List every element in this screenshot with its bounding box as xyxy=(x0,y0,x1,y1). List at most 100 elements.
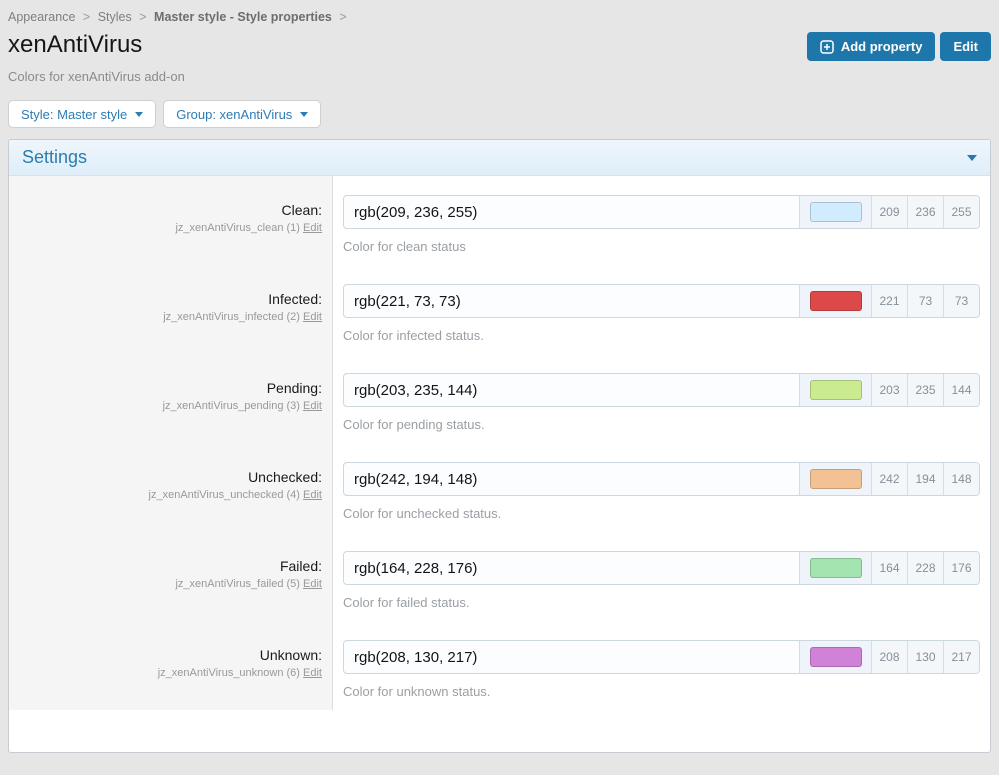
color-blue-value: 176 xyxy=(943,552,979,584)
property-meta: jz_xenAntiVirus_clean (1) Edit xyxy=(9,222,322,234)
color-green-value: 236 xyxy=(907,196,943,228)
page-subtitle: Colors for xenAntiVirus add-on xyxy=(8,69,185,84)
color-blue-value: 73 xyxy=(943,285,979,317)
property-label-cell: Clean: jz_xenAntiVirus_clean (1) Edit xyxy=(9,176,333,265)
color-red-value: 221 xyxy=(871,285,907,317)
color-value-input[interactable] xyxy=(344,552,799,584)
settings-panel-title: Settings xyxy=(22,147,88,167)
color-swatch[interactable] xyxy=(809,647,862,667)
chevron-down-icon xyxy=(300,111,309,117)
property-id: jz_xenAntiVirus_unknown (6) xyxy=(157,667,300,679)
property-edit-link[interactable]: Edit xyxy=(303,222,322,234)
color-swatch-cell xyxy=(799,285,871,317)
edit-button[interactable]: Edit xyxy=(940,32,991,61)
property-id: jz_xenAntiVirus_clean (1) xyxy=(175,222,300,234)
color-value-input[interactable] xyxy=(344,285,799,317)
page: Appearance > Styles > Master style - Sty… xyxy=(8,0,991,753)
property-edit-link[interactable]: Edit xyxy=(303,400,322,412)
property-value-cell: 164 228 176 Color for failed status. xyxy=(333,532,990,621)
property-label-cell: Unchecked: jz_xenAntiVirus_unchecked (4)… xyxy=(9,443,333,532)
color-swatch[interactable] xyxy=(809,558,862,578)
property-row-pending: Pending: jz_xenAntiVirus_pending (3) Edi… xyxy=(9,354,990,443)
color-swatch[interactable] xyxy=(809,469,862,489)
style-dropdown[interactable]: Style: Master style xyxy=(8,100,157,128)
color-blue-value: 148 xyxy=(943,463,979,495)
add-property-button[interactable]: Add property xyxy=(806,32,936,61)
breadcrumb-styles[interactable]: Styles xyxy=(97,10,132,24)
property-row-unknown: Unknown: jz_xenAntiVirus_unknown (6) Edi… xyxy=(9,621,990,710)
group-dropdown-label: Group: xenAntiVirus xyxy=(176,106,293,122)
property-meta: jz_xenAntiVirus_unchecked (4) Edit xyxy=(9,489,322,501)
property-label-cell: Pending: jz_xenAntiVirus_pending (3) Edi… xyxy=(9,354,333,443)
collapse-chevron-icon[interactable] xyxy=(967,154,977,161)
color-swatch-cell xyxy=(799,374,871,406)
color-swatch[interactable] xyxy=(809,202,862,222)
color-blue-value: 255 xyxy=(943,196,979,228)
group-dropdown[interactable]: Group: xenAntiVirus xyxy=(163,100,322,128)
color-value-input[interactable] xyxy=(344,641,799,673)
property-edit-link[interactable]: Edit xyxy=(303,667,322,679)
color-swatch-cell xyxy=(799,196,871,228)
color-control: 203 235 144 xyxy=(343,373,980,407)
property-label: Unchecked: xyxy=(248,469,322,485)
property-value-cell: 203 235 144 Color for pending status. xyxy=(333,354,990,443)
breadcrumb: Appearance > Styles > Master style - Sty… xyxy=(8,0,991,24)
property-label: Failed: xyxy=(279,558,322,574)
color-swatch[interactable] xyxy=(809,380,862,400)
property-description: Color for unchecked status. xyxy=(343,506,502,521)
filter-row: Style: Master style Group: xenAntiVirus xyxy=(8,100,991,128)
color-red-value: 164 xyxy=(871,552,907,584)
color-swatch[interactable] xyxy=(809,291,862,311)
add-property-label: Add property xyxy=(840,39,923,54)
color-value-input[interactable] xyxy=(344,463,799,495)
color-value-input[interactable] xyxy=(344,196,799,228)
property-value-cell: 208 130 217 Color for unknown status. xyxy=(333,621,990,710)
page-title: xenAntiVirus xyxy=(8,31,143,58)
property-description: Color for unknown status. xyxy=(343,684,491,699)
property-label-cell: Infected: jz_xenAntiVirus_infected (2) E… xyxy=(9,265,333,354)
property-row-clean: Clean: jz_xenAntiVirus_clean (1) Edit 20… xyxy=(9,176,990,265)
color-control: 208 130 217 xyxy=(343,640,980,674)
property-meta: jz_xenAntiVirus_failed (5) Edit xyxy=(9,578,322,590)
color-green-value: 73 xyxy=(907,285,943,317)
color-blue-value: 144 xyxy=(943,374,979,406)
property-edit-link[interactable]: Edit xyxy=(303,311,322,323)
breadcrumb-style-properties[interactable]: Master style - Style properties xyxy=(154,10,332,24)
property-description: Color for infected status. xyxy=(343,328,484,343)
color-red-value: 209 xyxy=(871,196,907,228)
breadcrumb-appearance[interactable]: Appearance xyxy=(8,10,76,24)
property-row-failed: Failed: jz_xenAntiVirus_failed (5) Edit … xyxy=(9,532,990,621)
settings-panel: Settings Clean: jz_xenAntiVirus_clean (1… xyxy=(8,139,991,753)
style-dropdown-label: Style: Master style xyxy=(21,106,128,122)
property-value-cell: 209 236 255 Color for clean status xyxy=(333,176,990,265)
property-row-unchecked: Unchecked: jz_xenAntiVirus_unchecked (4)… xyxy=(9,443,990,532)
property-edit-link[interactable]: Edit xyxy=(303,578,322,590)
breadcrumb-separator: > xyxy=(139,10,147,24)
color-green-value: 235 xyxy=(907,374,943,406)
property-meta: jz_xenAntiVirus_unknown (6) Edit xyxy=(9,667,322,679)
property-description: Color for pending status. xyxy=(343,417,485,432)
property-id: jz_xenAntiVirus_infected (2) xyxy=(163,311,300,323)
color-red-value: 208 xyxy=(871,641,907,673)
color-blue-value: 217 xyxy=(943,641,979,673)
settings-panel-header[interactable]: Settings xyxy=(9,140,990,176)
property-row-infected: Infected: jz_xenAntiVirus_infected (2) E… xyxy=(9,265,990,354)
page-header: xenAntiVirus Add property Edit xyxy=(8,31,991,61)
breadcrumb-separator: > xyxy=(82,10,91,24)
color-control: 209 236 255 xyxy=(343,195,980,229)
edit-label: Edit xyxy=(953,39,978,54)
header-actions: Add property Edit xyxy=(806,31,991,61)
property-id: jz_xenAntiVirus_pending (3) xyxy=(162,400,300,412)
property-label: Unknown: xyxy=(259,647,322,663)
property-edit-link[interactable]: Edit xyxy=(303,489,322,501)
plus-square-icon xyxy=(820,39,834,54)
property-label-cell: Failed: jz_xenAntiVirus_failed (5) Edit xyxy=(9,532,333,621)
color-green-value: 194 xyxy=(907,463,943,495)
property-label: Pending: xyxy=(266,380,322,396)
color-red-value: 242 xyxy=(871,463,907,495)
property-description: Color for clean status xyxy=(343,239,466,254)
color-value-input[interactable] xyxy=(344,374,799,406)
property-label: Infected: xyxy=(268,291,322,307)
color-swatch-cell xyxy=(799,463,871,495)
property-label: Clean: xyxy=(281,202,322,218)
